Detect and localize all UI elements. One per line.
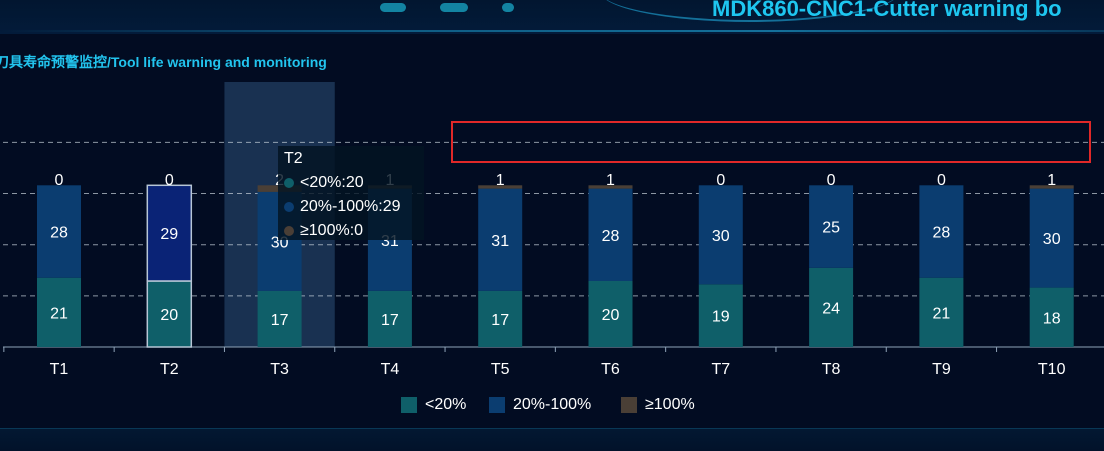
stacked-bar-chart: 21280T120290T217302T317311T417311T520281… [3,82,1104,378]
banner-pill-decoration [502,3,514,12]
data-label: 1 [496,172,505,189]
bar-segment [37,185,81,278]
data-label: 0 [937,172,946,189]
bar-segment [588,188,633,281]
bar-segment [478,185,523,189]
data-label: 28 [50,225,68,242]
bar-segment [257,290,302,347]
tooltip-row: ≥100%:0 [284,222,363,240]
bar-segment [1029,185,1074,189]
x-tick-label: T9 [932,361,951,378]
data-label: 31 [491,233,509,250]
x-tick-label: T3 [270,361,289,378]
bottom-frame-decoration [0,428,1104,451]
x-tick-label: T10 [1038,361,1066,378]
x-tick-label: T5 [491,361,510,378]
data-label: 0 [165,172,174,189]
data-label: 28 [933,225,951,242]
data-label: 0 [827,172,836,189]
bar-segment [367,290,412,347]
legend-swatch [621,397,637,413]
data-label: 1 [606,172,615,189]
banner-divider [0,30,1104,32]
x-tick-label: T1 [50,361,69,378]
data-label: 21 [933,305,951,322]
data-label: 17 [381,312,399,329]
bar-segment [809,185,854,268]
bar-segment [1029,188,1074,288]
tooltip-row-text: 20%-100%:29 [300,198,401,215]
chart-legend: <20% 20%-100% ≥100% [0,396,1104,416]
page-title: MDK860-CNC1-Cutter warning bo [712,0,1062,21]
legend-swatch [489,397,505,413]
bar-segment [146,280,193,348]
banner-pill-decoration [440,3,468,12]
tooltip-row: <20%:20 [284,174,364,192]
data-label: 0 [55,172,64,189]
tooltip-title: T2 [284,150,303,167]
bar-segment [37,277,81,347]
legend-item-high[interactable]: ≥100% [621,396,695,414]
tooltip-dot [284,202,294,212]
bar-segment [698,284,743,347]
data-label: 17 [271,312,289,329]
data-label: 24 [822,300,840,317]
highlight-annotation-box [451,121,1091,163]
data-label: 30 [712,228,730,245]
data-label: 28 [602,228,620,245]
x-tick-label: T8 [822,361,841,378]
x-tick-label: T2 [160,361,179,378]
legend-label: 20%-100% [513,396,592,413]
data-label: 0 [716,172,725,189]
bar-segment [809,267,854,347]
data-label: 21 [50,305,68,322]
legend-label: ≥100% [645,396,695,413]
bar-segment [698,185,743,285]
x-tick-label: T4 [381,361,400,378]
tooltip-dot [284,178,294,188]
tooltip-row: 20%-100%:29 [284,198,401,216]
bar-segment [478,188,523,291]
legend-label: <20% [425,396,467,413]
bar-segment [588,185,633,189]
section-title: 刀具寿命预警监控/Tool life warning and monitorin… [0,54,327,70]
data-label: 25 [822,220,840,237]
legend-item-low[interactable]: <20% [401,396,466,414]
data-label: 20 [602,307,620,324]
legend-swatch [401,397,417,413]
data-label: 20 [160,307,178,324]
banner-pill-decoration [380,3,406,12]
bar-segment [478,290,523,347]
data-label: 18 [1043,310,1061,327]
chart-tooltip: T2 <20%:20 20%-100%:29 ≥100%:0 [278,146,424,240]
tooltip-row-text: <20%:20 [300,174,364,191]
bar-segment [146,184,193,282]
data-label: 29 [160,226,178,243]
tooltip-dot [284,226,294,236]
legend-item-mid[interactable]: 20%-100% [489,396,591,414]
data-label: 30 [1043,231,1061,248]
tooltip-row-text: ≥100%:0 [300,222,364,239]
x-tick-label: T6 [601,361,620,378]
bar-segment [919,185,964,278]
x-tick-label: T7 [711,361,730,378]
bar-segment [919,277,964,347]
data-label: 17 [491,312,509,329]
data-label: 1 [1047,172,1056,189]
data-label: 19 [712,309,730,326]
bar-segment [588,281,633,347]
banner-arc-decoration [600,0,900,22]
top-banner: MDK860-CNC1-Cutter warning bo [0,0,1104,34]
bar-segment [1029,287,1074,347]
